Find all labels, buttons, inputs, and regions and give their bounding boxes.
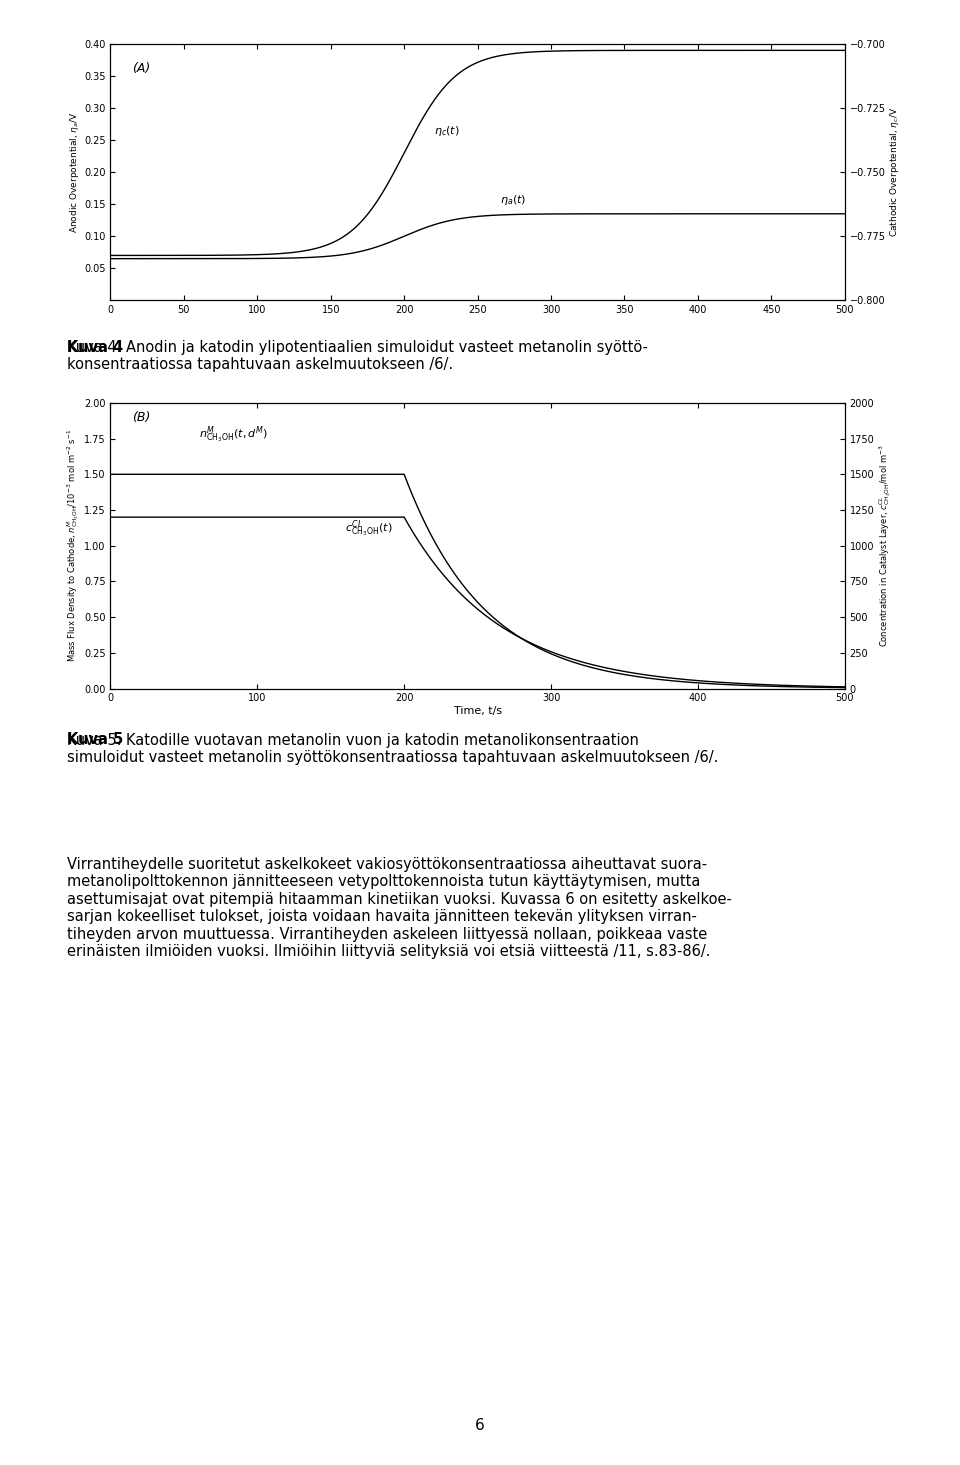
Text: (A): (A)	[132, 62, 151, 75]
Text: (B): (B)	[132, 412, 151, 425]
Text: $\eta_a(t)$: $\eta_a(t)$	[499, 193, 526, 207]
Text: Kuva 4: Kuva 4	[67, 340, 123, 355]
Text: $n^M_{\rm CH_3OH}(t,d^M)$: $n^M_{\rm CH_3OH}(t,d^M)$	[199, 423, 268, 445]
Y-axis label: Anodic Overpotential, $\eta_a$/V: Anodic Overpotential, $\eta_a$/V	[68, 111, 82, 233]
Text: Kuva 5: Kuva 5	[67, 732, 124, 747]
Text: $c^{CL}_{\rm CH_3OH}(t)$: $c^{CL}_{\rm CH_3OH}(t)$	[346, 519, 393, 539]
Text: Kuva 5. Katodille vuotavan metanolin vuon ja katodin metanolikonsentraation
simu: Kuva 5. Katodille vuotavan metanolin vuo…	[67, 732, 719, 765]
Y-axis label: Cathodic Overpotential, $\eta_c$/V: Cathodic Overpotential, $\eta_c$/V	[888, 107, 901, 237]
Text: $\eta_c(t)$: $\eta_c(t)$	[434, 123, 459, 138]
Text: Kuva 4. Anodin ja katodin ylipotentiaalien simuloidut vasteet metanolin syöttö-
: Kuva 4. Anodin ja katodin ylipotentiaali…	[67, 340, 648, 372]
Text: Virrantiheydelle suoritetut askelkokeet vakiosyöttökonsentraatiossa aiheuttavat : Virrantiheydelle suoritetut askelkokeet …	[67, 857, 732, 960]
Y-axis label: Concentration in Catalyst Layer, $c^{CL}_{\rm CH_3OH}$/mol m$^{-3}$: Concentration in Catalyst Layer, $c^{CL}…	[877, 444, 893, 648]
Text: 6: 6	[475, 1418, 485, 1433]
Y-axis label: Mass Flux Density to Cathode, $n^M_{\rm CH_3OH}$/$10^{-3}$ mol m$^{-2}$ s$^{-1}$: Mass Flux Density to Cathode, $n^M_{\rm …	[65, 429, 82, 662]
X-axis label: Time, t/s: Time, t/s	[453, 706, 502, 716]
